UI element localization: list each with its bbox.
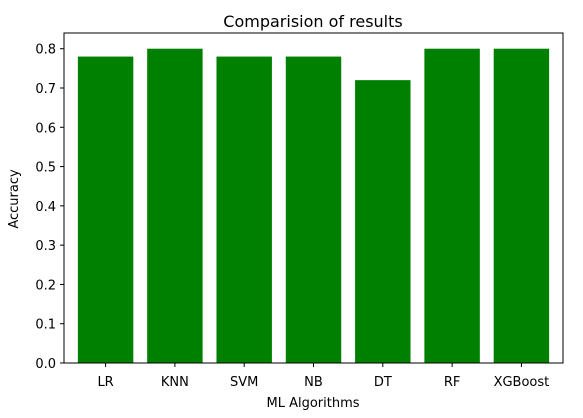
x-axis-label: ML Algorithms bbox=[266, 396, 359, 411]
bar-lr bbox=[77, 56, 134, 363]
x-tick-label: SVM bbox=[230, 375, 258, 390]
y-axis-ticks: 0.0 0.1 0.2 0.3 0.4 0.5 0.6 0.7 0.8 bbox=[35, 43, 64, 372]
x-tick-label: LR bbox=[97, 375, 113, 390]
y-tick-label: 0.1 bbox=[35, 318, 56, 333]
y-tick-label: 0.5 bbox=[35, 161, 56, 176]
bar-rf bbox=[424, 48, 480, 363]
bar-nb bbox=[285, 56, 342, 363]
y-tick-label: 0.4 bbox=[35, 200, 56, 215]
x-tick-label: KNN bbox=[161, 375, 189, 390]
x-tick-label: NB bbox=[304, 375, 323, 390]
bar-dt bbox=[355, 80, 411, 364]
plot-frame bbox=[63, 32, 564, 364]
y-tick-label: 0.0 bbox=[35, 357, 56, 372]
x-axis-ticks: LR KNN SVM NB DT RF XGBoost bbox=[97, 363, 549, 390]
x-tick-label: XGBoost bbox=[494, 375, 550, 390]
chart-title: Comparision of results bbox=[223, 12, 402, 31]
y-tick-label: 0.2 bbox=[35, 278, 56, 293]
bar-xgboost bbox=[493, 48, 550, 363]
y-axis-label: Accuracy bbox=[7, 169, 22, 229]
bar-knn bbox=[147, 48, 203, 363]
y-tick-label: 0.8 bbox=[35, 43, 56, 58]
y-tick-label: 0.3 bbox=[35, 239, 56, 254]
bar-svm bbox=[216, 56, 272, 363]
bars-group bbox=[77, 48, 550, 364]
x-tick-label: RF bbox=[444, 375, 461, 390]
x-tick-label: DT bbox=[374, 375, 392, 390]
y-tick-label: 0.7 bbox=[35, 82, 56, 97]
y-tick-label: 0.6 bbox=[35, 121, 56, 136]
